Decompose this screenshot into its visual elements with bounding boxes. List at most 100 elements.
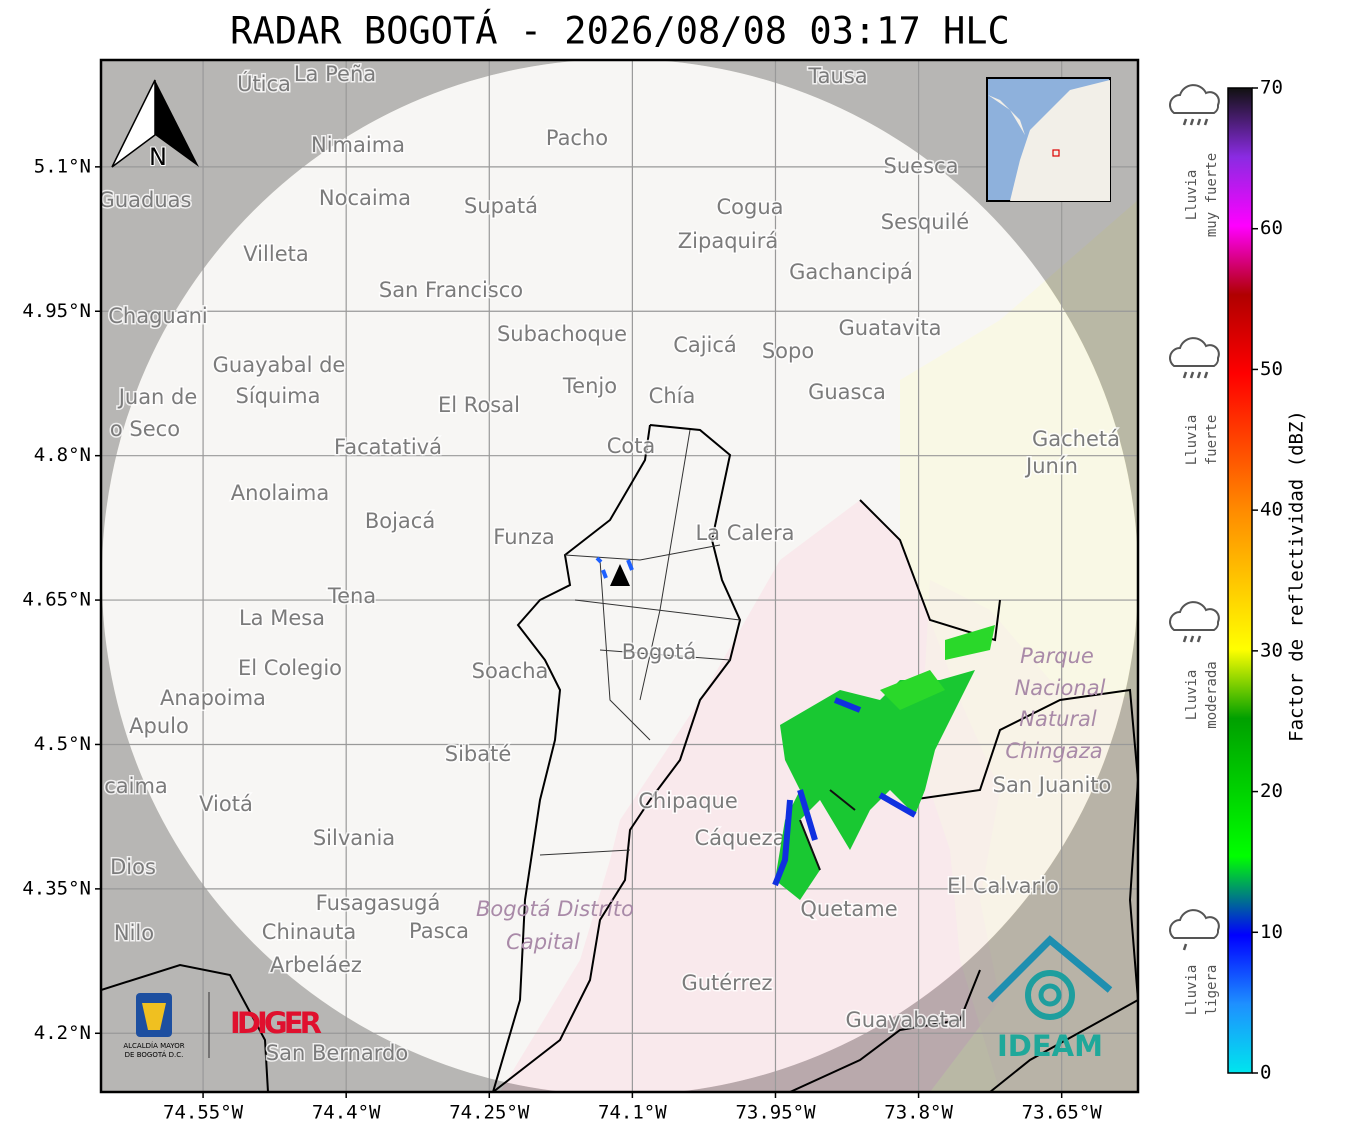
place-label: Pacho: [546, 126, 608, 150]
place-label: Guasca: [808, 380, 886, 404]
dept-boundary: [909, 688, 1138, 1092]
legend-label: ligera: [1204, 965, 1220, 1016]
place-label: Supatá: [464, 194, 538, 218]
park-label: Chingaza: [1005, 739, 1102, 763]
rain-icon: [1196, 371, 1202, 379]
inset-marker: [1052, 149, 1060, 157]
legend-label: Lluvia: [1184, 415, 1200, 466]
logo-alcaldia: ALCALDÍA MAYOR DE BOGOTÁ D.C. IDIGER: [123, 992, 322, 1059]
place-label: Sesquilé: [881, 210, 969, 234]
place-label: Guayabetal: [846, 1008, 967, 1032]
place-label: Síquima: [236, 384, 321, 408]
place-label: San Juanito: [993, 773, 1112, 797]
logo-idiger: IDIGER: [230, 1006, 322, 1040]
place-label: Chinauta: [262, 920, 356, 944]
x-tick-label: 74.55°W: [163, 1102, 244, 1124]
axis-ticks: 74.55°W 74.4°W 74.25°W 74.1°W 73.95°W 73.8°W 7…: [22, 155, 1102, 1123]
x-tick-label: 74.25°W: [449, 1102, 530, 1124]
rain-icon: [1182, 371, 1188, 379]
place-label: Arbeláez: [270, 953, 362, 977]
rain-icon: [1203, 371, 1209, 379]
place-label: Juan de: [117, 385, 198, 409]
logo-text: ALCALDÍA MAYOR: [123, 1041, 184, 1050]
place-label: Quetame: [800, 897, 897, 921]
district-label: Capital: [506, 930, 580, 954]
place-label: Guatavita: [839, 316, 942, 340]
district-boundary: [492, 424, 651, 1092]
y-tick-label: 4.95°N: [22, 300, 91, 322]
legend-label: Lluvia: [1184, 170, 1200, 221]
place-label: Junín: [1024, 454, 1078, 478]
ideam-roof: [987, 935, 1113, 1003]
legend-item: Lluvia moderada: [1169, 601, 1220, 729]
echo: [880, 625, 995, 710]
x-tick-label: 74.1°W: [598, 1102, 667, 1124]
place-label: Chipaque: [638, 789, 738, 813]
cloud-icon: [1169, 84, 1220, 114]
x-tick-label: 74.4°W: [312, 1102, 381, 1124]
park-label: Parque: [1020, 644, 1094, 668]
cloud-icon: [1169, 909, 1220, 939]
place-label: Viotá: [199, 792, 253, 816]
echo-edge: [772, 697, 917, 887]
shield-eagle: [142, 1003, 166, 1030]
rain-icon: [1182, 635, 1188, 643]
place-label: Útica: [237, 71, 291, 96]
place-label: Soacha: [472, 659, 549, 683]
place-label: Apulo: [129, 714, 189, 738]
ideam-swirl: [1025, 970, 1075, 1020]
y-tick-label: 4.35°N: [22, 877, 91, 899]
place-label: Fusagasugá: [316, 891, 441, 915]
ideam-swirl: [1038, 983, 1062, 1007]
radar-site: [610, 564, 630, 586]
place-label: Gachetá: [1032, 427, 1120, 451]
y-tick-label: 4.5°N: [34, 733, 91, 755]
place-label: Cajicá: [673, 333, 737, 357]
inset-map: [986, 77, 1111, 202]
logo-text: DE BOGOTÁ D.C.: [125, 1050, 184, 1059]
place-label: Nilo: [114, 921, 154, 945]
grid: [101, 60, 1138, 1092]
y-tick-label: 4.2°N: [34, 1022, 91, 1044]
place-label: El Calvario: [947, 874, 1059, 898]
rain-icon: [1189, 118, 1195, 126]
place-label: Chía: [649, 384, 696, 408]
district-boundary: [492, 424, 742, 1092]
place-label: La Peña: [294, 62, 376, 86]
localities: [539, 429, 741, 856]
place-label: San Francisco: [379, 278, 523, 302]
place-label: Tenjo: [562, 374, 617, 398]
north-arrow: N: [111, 79, 199, 172]
place-label: Sibaté: [445, 742, 512, 766]
x-tick-label: 73.8°W: [884, 1102, 953, 1124]
logo-ideam: IDEAM: [987, 935, 1113, 1063]
rain-icon: [1182, 943, 1188, 951]
legend-item: Lluvia muy fuerte: [1169, 84, 1220, 237]
boundaries: [101, 424, 1138, 1092]
legend-label: fuerte: [1204, 415, 1220, 466]
legend-label: muy fuerte: [1204, 153, 1220, 237]
place-label: El Colegio: [238, 656, 342, 680]
legend-label: Lluvia: [1184, 965, 1200, 1016]
place-label: Cogua: [716, 195, 783, 219]
rain-icon: [1203, 118, 1209, 126]
place-label: Cota: [607, 434, 656, 458]
echo: [775, 670, 975, 900]
place-label: Tena: [327, 584, 376, 608]
place-label: San Bernardo: [266, 1041, 408, 1065]
place-label: Guayabal de: [213, 353, 346, 377]
colorbar-tick-label: 10: [1260, 921, 1283, 943]
place-label: Sopo: [762, 339, 814, 363]
place-label: o Seco: [110, 417, 180, 441]
locality-line: [539, 429, 741, 856]
place-label: Villeta: [243, 242, 308, 266]
colorbar-tick-label: 50: [1260, 358, 1283, 380]
place-label: Zipaquirá: [678, 229, 778, 253]
colorbar: [1227, 87, 1253, 1074]
legend-item: Lluvia fuerte: [1169, 337, 1220, 466]
place-label: La Mesa: [239, 606, 325, 630]
place-label: Gachancipá: [789, 260, 913, 284]
rain-icon: [1182, 118, 1188, 126]
colorbar-tick-label: 70: [1260, 77, 1283, 99]
